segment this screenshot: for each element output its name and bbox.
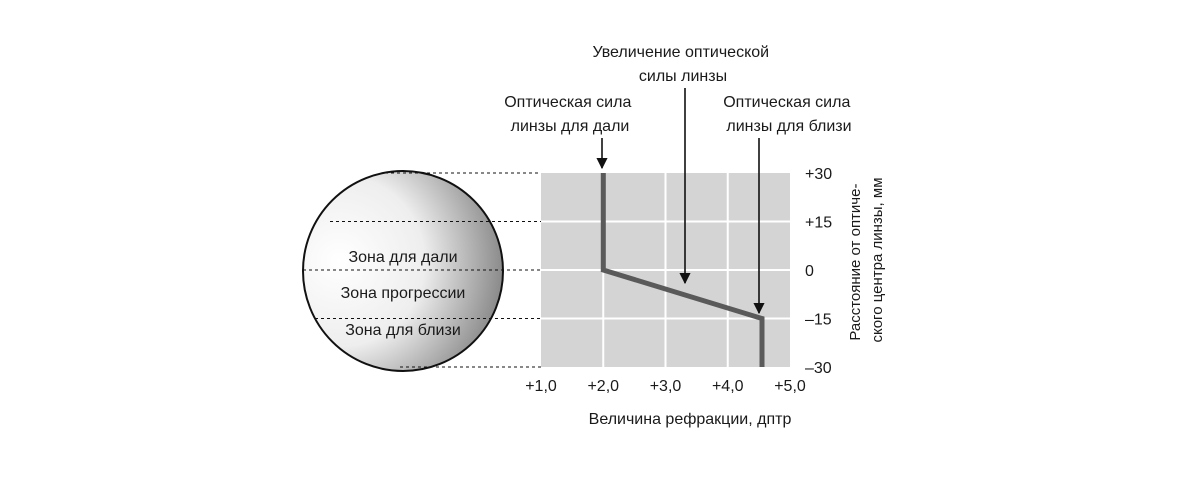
- annotation-power-increase-line1: Увеличение оптической: [592, 44, 769, 61]
- y-axis-label-line2: ского центра линзы, мм: [869, 177, 886, 342]
- lens-circle: [302, 170, 504, 372]
- annotation-power-increase-line2: силы линзы: [639, 68, 727, 85]
- y-tick-label: +15: [805, 215, 832, 232]
- x-tick-labels: +1,0 +2,0 +3,0 +4,0 +5,0: [525, 378, 806, 395]
- annotation-far-power: Оптическая сила линзы для дали: [504, 94, 636, 135]
- y-tick-label: –15: [805, 312, 832, 329]
- x-tick-label: +2,0: [587, 378, 619, 395]
- series-line: [600, 173, 765, 367]
- lens-zone-far: Зона для дали: [348, 249, 457, 266]
- y-axis-label: Расстояние от оптиче- ского центра линзы…: [847, 177, 886, 342]
- lens-zone-near: Зона для близи: [345, 322, 461, 339]
- zone-dashed-lines: [303, 172, 541, 368]
- x-tick-label: +5,0: [774, 378, 806, 395]
- lens-diagram: Зона для дали Зона прогрессии Зона для б…: [302, 170, 541, 372]
- y-tick-label: +30: [805, 166, 832, 183]
- y-tick-labels: +30 +15 0 –15 –30: [805, 166, 832, 377]
- y-tick-label: 0: [805, 263, 814, 280]
- y-tick-label: –30: [805, 360, 832, 377]
- annotation-near-power: Оптическая сила линзы для близи: [723, 94, 855, 135]
- x-tick-label: +4,0: [712, 378, 744, 395]
- lens-zone-progression: Зона прогрессии: [341, 285, 466, 302]
- x-tick-label: +3,0: [650, 378, 682, 395]
- annotation-far-power-line1: Оптическая сила: [504, 94, 631, 111]
- x-axis-label: Величина рефракции, дптр: [589, 411, 792, 428]
- annotation-power-increase: Увеличение оптической силы линзы: [592, 44, 773, 85]
- y-axis-label-line1: Расстояние от оптиче-: [847, 184, 864, 341]
- x-tick-label: +1,0: [525, 378, 557, 395]
- annotation-far-power-line2: линзы для дали: [511, 118, 630, 135]
- annotation-near-power-line2: линзы для близи: [726, 118, 851, 135]
- annotation-near-power-line1: Оптическая сила: [723, 94, 850, 111]
